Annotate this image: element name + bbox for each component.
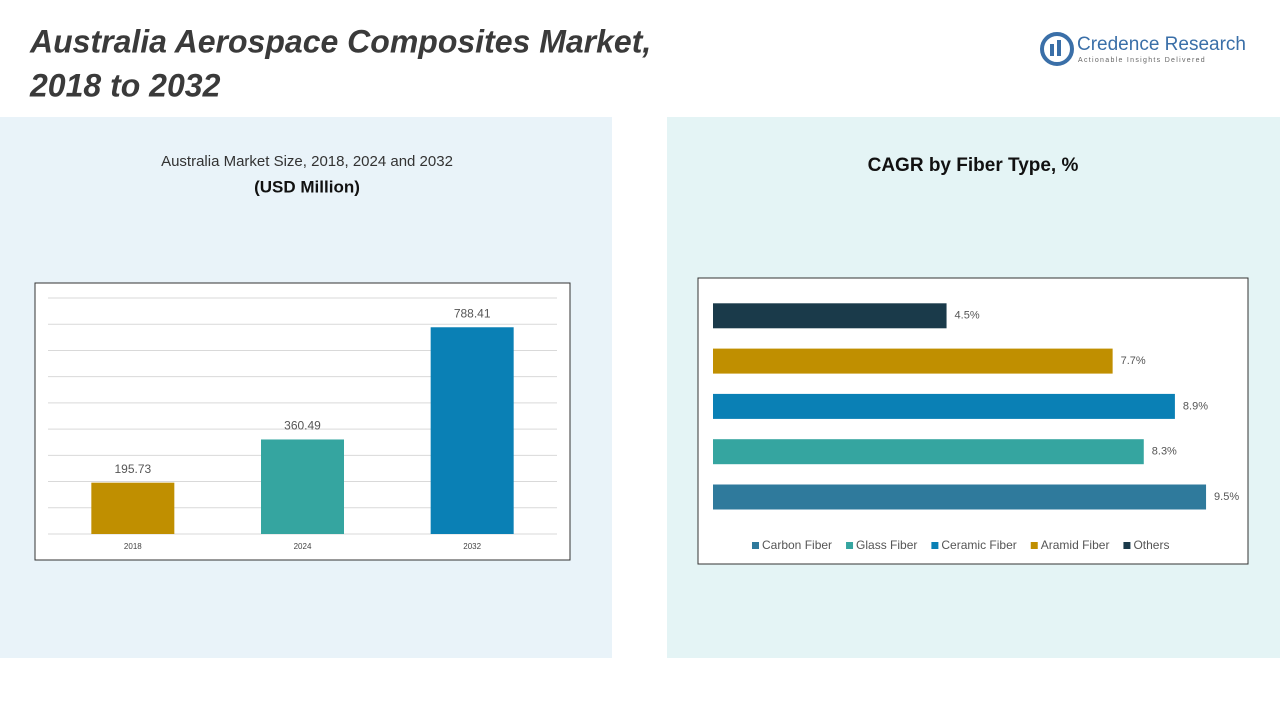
- legend-label: Glass Fiber: [856, 538, 917, 552]
- legend-label: Others: [1133, 538, 1169, 552]
- legend-swatch: [931, 542, 939, 549]
- bar: [261, 439, 344, 534]
- x-tick-label: 2024: [294, 542, 312, 551]
- bar: [91, 482, 175, 534]
- legend-label: Ceramic Fiber: [941, 538, 1016, 552]
- data-label: 195.73: [114, 462, 151, 476]
- data-label: 7.7%: [1121, 355, 1146, 367]
- bar: [713, 348, 1113, 374]
- legend-label: Aramid Fiber: [1041, 538, 1110, 552]
- logo-icon: [1040, 32, 1074, 66]
- data-label: 788.41: [454, 306, 491, 320]
- logo-icon: [1050, 44, 1054, 56]
- logo-name: Credence Research: [1077, 34, 1246, 55]
- legend-label: Carbon Fiber: [762, 538, 832, 552]
- title-line: Australia Aerospace Composites Market,: [29, 23, 651, 59]
- logo-icon: [1057, 40, 1061, 56]
- legend-swatch: [846, 542, 854, 549]
- x-tick-label: 2018: [124, 542, 142, 551]
- data-label: 9.5%: [1214, 491, 1239, 503]
- chart-subtitle: (USD Million): [254, 177, 360, 196]
- bar: [713, 393, 1175, 419]
- data-label: 360.49: [284, 419, 321, 433]
- legend-swatch: [1123, 542, 1131, 549]
- bar: [430, 327, 514, 534]
- data-label: 4.5%: [955, 310, 980, 322]
- x-tick-label: 2032: [463, 542, 481, 551]
- bar: [713, 484, 1207, 510]
- chart-title: CAGR by Fiber Type, %: [868, 155, 1079, 176]
- chart-title: Australia Market Size, 2018, 2024 and 20…: [161, 153, 453, 170]
- title-line: 2018 to 2032: [29, 67, 221, 103]
- logo: Credence Research Actionable Insights De…: [1040, 32, 1246, 66]
- legend-swatch: [752, 542, 759, 549]
- logo-tagline: Actionable Insights Delivered: [1078, 57, 1206, 64]
- bar: [713, 303, 947, 329]
- data-label: 8.9%: [1183, 400, 1208, 412]
- data-label: 8.3%: [1152, 446, 1177, 458]
- legend-swatch: [1030, 542, 1038, 549]
- bar: [713, 439, 1144, 465]
